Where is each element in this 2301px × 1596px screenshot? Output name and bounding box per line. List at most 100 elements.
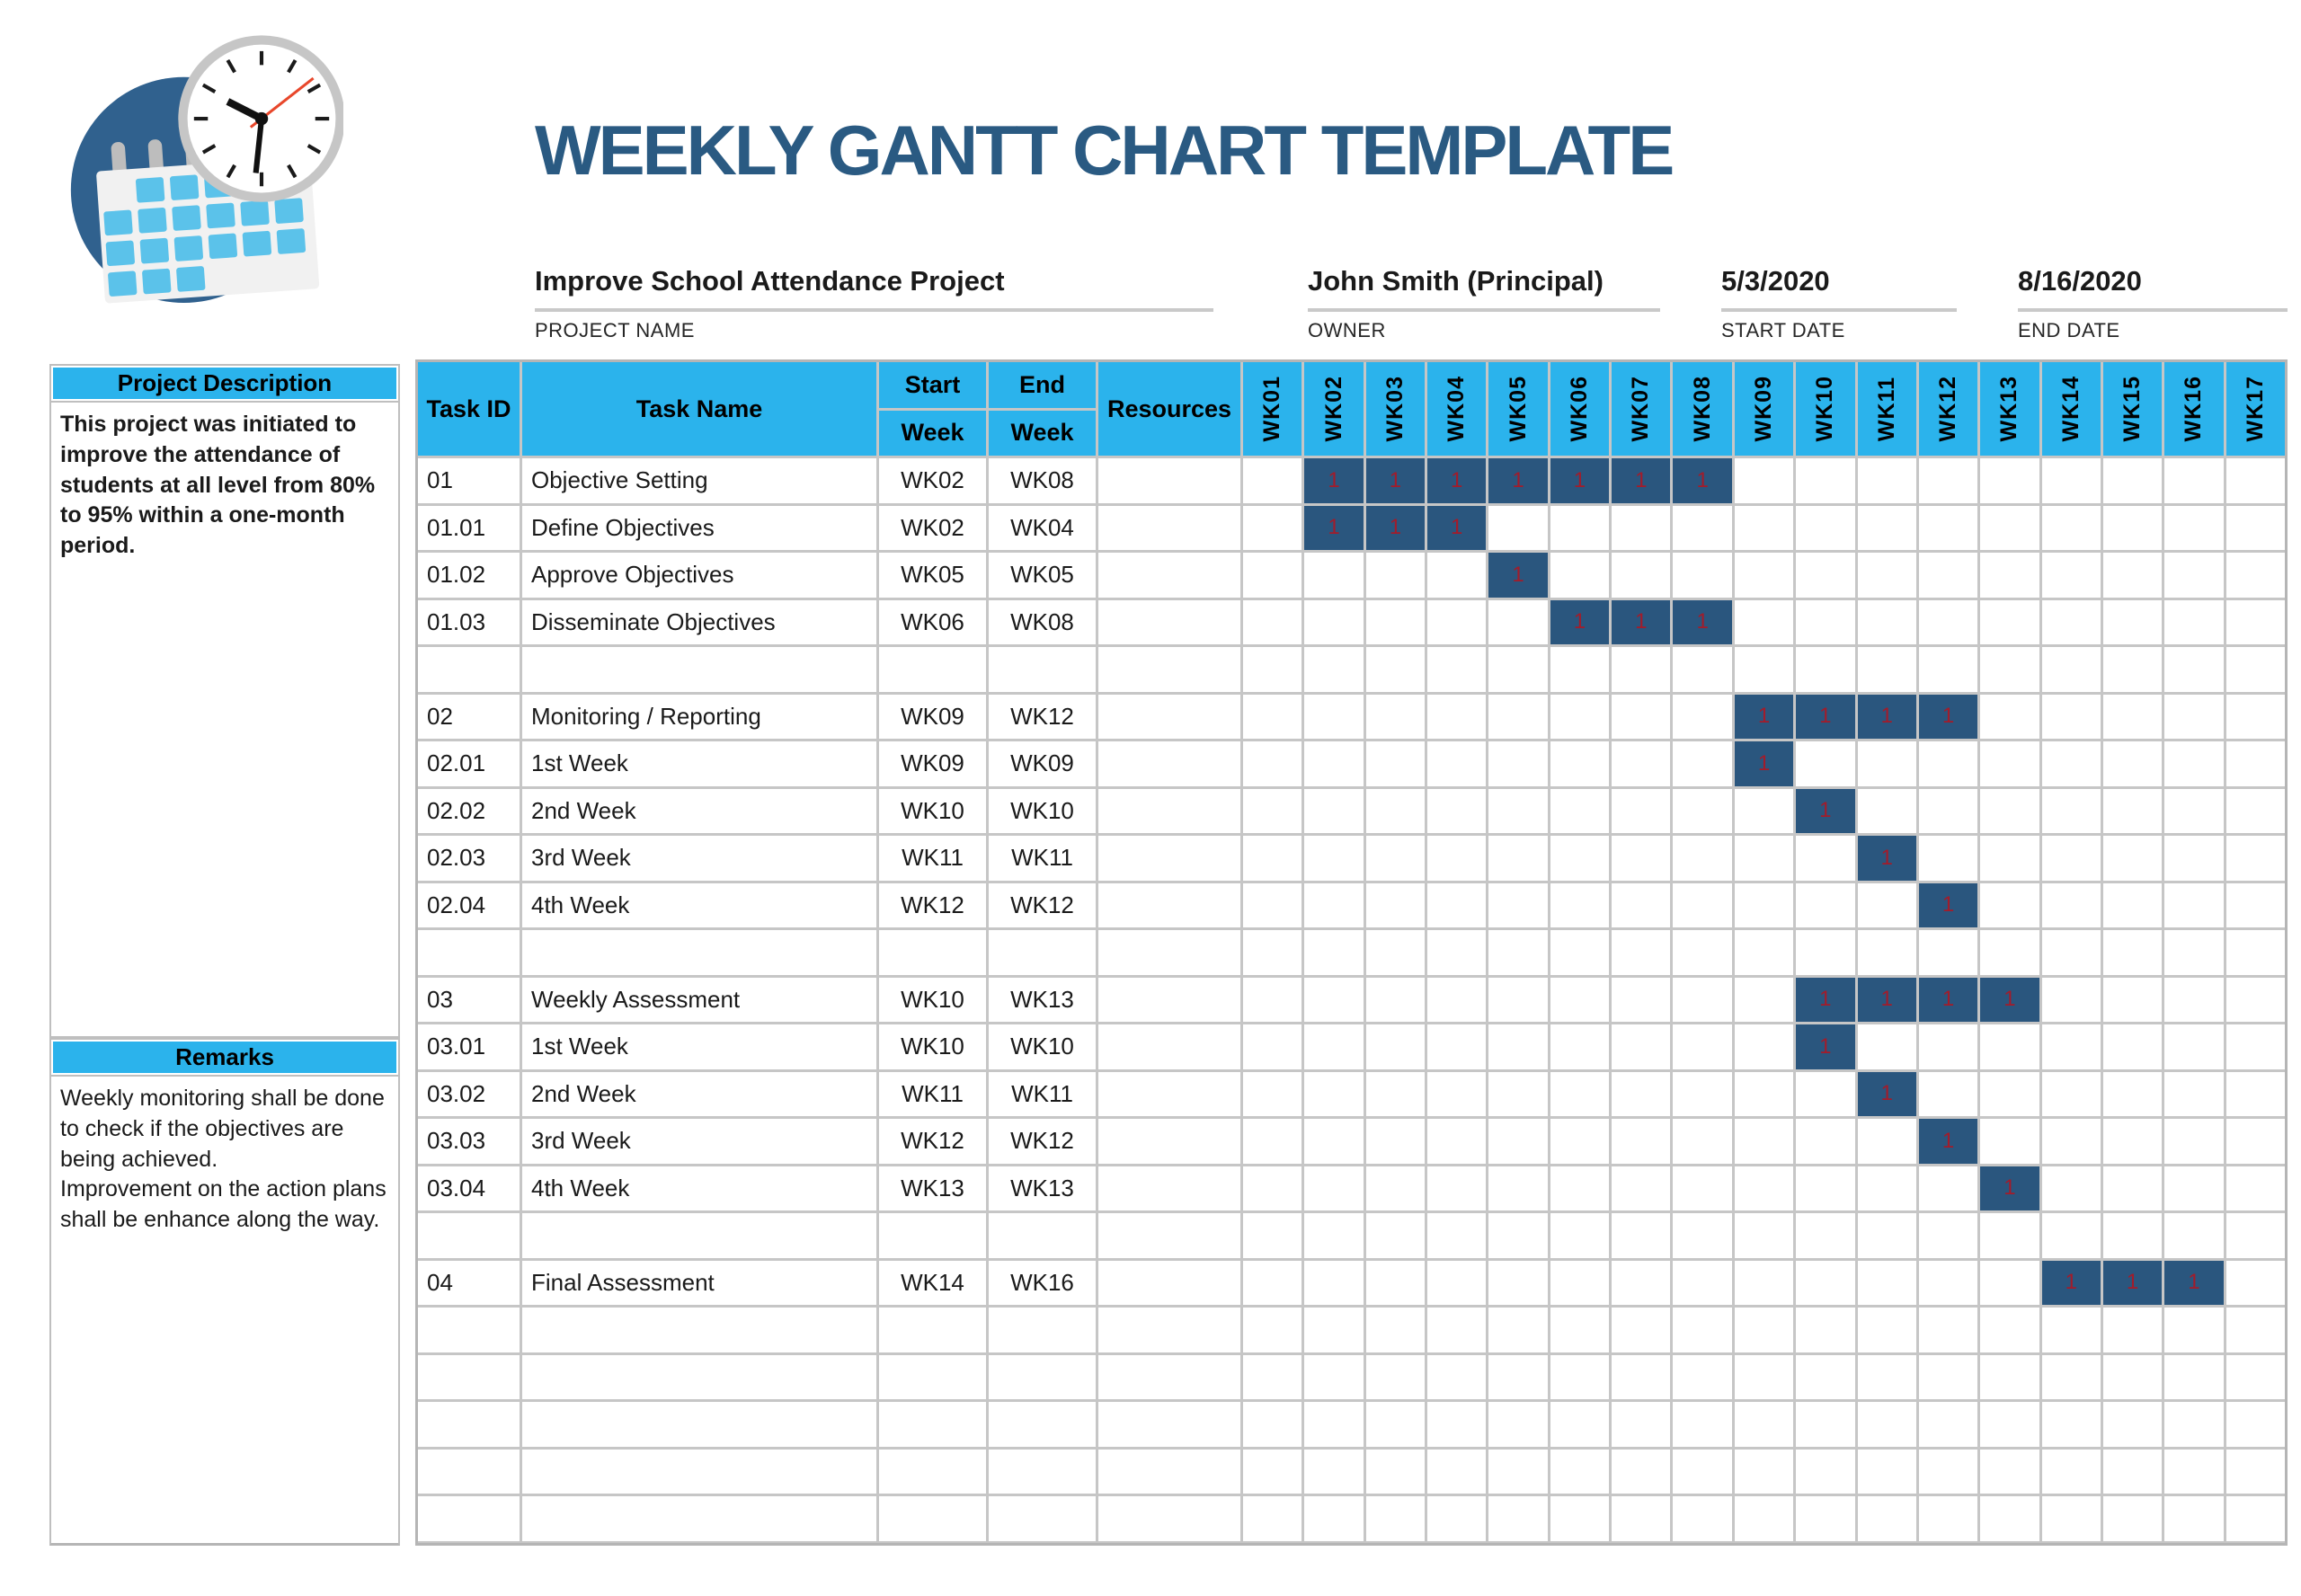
- gantt-cell[interactable]: [1734, 788, 1794, 833]
- gantt-cell[interactable]: [1488, 1496, 1548, 1541]
- gantt-cell[interactable]: [1488, 1213, 1548, 1258]
- gantt-cell[interactable]: [1243, 1260, 1302, 1305]
- gantt-cell[interactable]: [1980, 505, 2039, 550]
- gantt-cell[interactable]: [1734, 647, 1794, 692]
- task-name-cell[interactable]: 1st Week: [522, 1024, 876, 1069]
- gantt-cell[interactable]: [2164, 694, 2224, 739]
- task-name-cell[interactable]: [522, 1354, 876, 1399]
- gantt-cell[interactable]: [2041, 1449, 2101, 1494]
- gantt-bar-cell[interactable]: 1: [1734, 741, 1794, 786]
- gantt-cell[interactable]: [2102, 647, 2163, 692]
- gantt-cell[interactable]: [1734, 977, 1794, 1022]
- gantt-cell[interactable]: [1796, 599, 1855, 644]
- gantt-cell[interactable]: [1673, 1402, 1732, 1447]
- gantt-cell[interactable]: [1980, 1260, 2039, 1305]
- task-name-cell[interactable]: Objective Setting: [522, 458, 876, 503]
- gantt-cell[interactable]: [2164, 1308, 2224, 1352]
- gantt-bar-cell[interactable]: 1: [1857, 694, 1916, 739]
- gantt-cell[interactable]: [2041, 553, 2101, 598]
- gantt-cell[interactable]: [2164, 1166, 2224, 1210]
- gantt-cell[interactable]: [2225, 599, 2285, 644]
- gantt-cell[interactable]: [2225, 977, 2285, 1022]
- gantt-cell[interactable]: [1796, 1071, 1855, 1116]
- gantt-cell[interactable]: [2102, 458, 2163, 503]
- gantt-cell[interactable]: [1365, 788, 1426, 833]
- gantt-cell[interactable]: [1427, 882, 1487, 927]
- gantt-cell[interactable]: [1918, 458, 1978, 503]
- gantt-cell[interactable]: [1796, 1402, 1855, 1447]
- gantt-cell[interactable]: [2041, 505, 2101, 550]
- gantt-cell[interactable]: [1365, 1260, 1426, 1305]
- task-id-cell[interactable]: [418, 1449, 520, 1494]
- gantt-cell[interactable]: [1980, 647, 2039, 692]
- gantt-cell[interactable]: [1980, 788, 2039, 833]
- resources-cell[interactable]: [1098, 553, 1240, 598]
- gantt-cell[interactable]: [1488, 741, 1548, 786]
- gantt-bar-cell[interactable]: 1: [1796, 694, 1855, 739]
- gantt-cell[interactable]: [1857, 1213, 1916, 1258]
- gantt-cell[interactable]: [1550, 741, 1610, 786]
- start-week-cell[interactable]: WK14: [879, 1260, 986, 1305]
- gantt-cell[interactable]: [1365, 1071, 1426, 1116]
- task-id-cell[interactable]: [418, 1308, 520, 1352]
- gantt-cell[interactable]: [1550, 1213, 1610, 1258]
- gantt-cell[interactable]: [1612, 1308, 1671, 1352]
- task-name-cell[interactable]: 1st Week: [522, 741, 876, 786]
- start-week-cell[interactable]: [879, 1213, 986, 1258]
- task-id-cell[interactable]: 01.01: [418, 505, 520, 550]
- gantt-cell[interactable]: [1612, 505, 1671, 550]
- gantt-cell[interactable]: [1918, 1260, 1978, 1305]
- gantt-bar-cell[interactable]: 1: [1427, 505, 1487, 550]
- task-id-cell[interactable]: 03: [418, 977, 520, 1022]
- gantt-bar-cell[interactable]: 1: [1796, 788, 1855, 833]
- task-name-cell[interactable]: [522, 1308, 876, 1352]
- gantt-cell[interactable]: [2102, 977, 2163, 1022]
- gantt-cell[interactable]: [1796, 1213, 1855, 1258]
- gantt-cell[interactable]: [1488, 1260, 1548, 1305]
- task-name-cell[interactable]: 3rd Week: [522, 1119, 876, 1164]
- gantt-cell[interactable]: [2041, 694, 2101, 739]
- task-id-cell[interactable]: 02.03: [418, 836, 520, 881]
- gantt-cell[interactable]: [1365, 647, 1426, 692]
- gantt-cell[interactable]: [1427, 741, 1487, 786]
- gantt-cell[interactable]: [2225, 1402, 2285, 1447]
- gantt-cell[interactable]: [1550, 553, 1610, 598]
- gantt-cell[interactable]: [1918, 1402, 1978, 1447]
- gantt-cell[interactable]: [1734, 1024, 1794, 1069]
- gantt-cell[interactable]: [1612, 788, 1671, 833]
- resources-cell[interactable]: [1098, 1449, 1240, 1494]
- gantt-cell[interactable]: [1488, 1071, 1548, 1116]
- gantt-cell[interactable]: [1304, 1402, 1364, 1447]
- gantt-cell[interactable]: [1673, 1449, 1732, 1494]
- gantt-cell[interactable]: [1857, 741, 1916, 786]
- gantt-cell[interactable]: [1304, 1166, 1364, 1210]
- gantt-cell[interactable]: [1918, 505, 1978, 550]
- task-id-cell[interactable]: [418, 1213, 520, 1258]
- gantt-cell[interactable]: [2041, 1071, 2101, 1116]
- gantt-bar-cell[interactable]: 1: [1918, 977, 1978, 1022]
- task-name-cell[interactable]: 2nd Week: [522, 788, 876, 833]
- gantt-cell[interactable]: [2102, 1071, 2163, 1116]
- gantt-cell[interactable]: [2164, 647, 2224, 692]
- resources-cell[interactable]: [1098, 1354, 1240, 1399]
- gantt-cell[interactable]: [1304, 1260, 1364, 1305]
- gantt-cell[interactable]: [2225, 1260, 2285, 1305]
- task-id-cell[interactable]: 01.02: [418, 553, 520, 598]
- gantt-cell[interactable]: [2164, 1024, 2224, 1069]
- start-week-cell[interactable]: [879, 1402, 986, 1447]
- task-name-cell[interactable]: Approve Objectives: [522, 553, 876, 598]
- gantt-cell[interactable]: [2041, 1119, 2101, 1164]
- gantt-cell[interactable]: [1918, 599, 1978, 644]
- gantt-cell[interactable]: [1304, 599, 1364, 644]
- gantt-bar-cell[interactable]: 1: [1734, 694, 1794, 739]
- gantt-cell[interactable]: [1918, 1024, 1978, 1069]
- gantt-cell[interactable]: [1918, 741, 1978, 786]
- gantt-cell[interactable]: [1734, 1213, 1794, 1258]
- gantt-cell[interactable]: [1612, 647, 1671, 692]
- gantt-cell[interactable]: [1612, 977, 1671, 1022]
- task-id-cell[interactable]: 03.01: [418, 1024, 520, 1069]
- gantt-cell[interactable]: [1980, 1024, 2039, 1069]
- gantt-cell[interactable]: [2041, 599, 2101, 644]
- gantt-cell[interactable]: [1304, 788, 1364, 833]
- gantt-bar-cell[interactable]: 1: [1488, 458, 1548, 503]
